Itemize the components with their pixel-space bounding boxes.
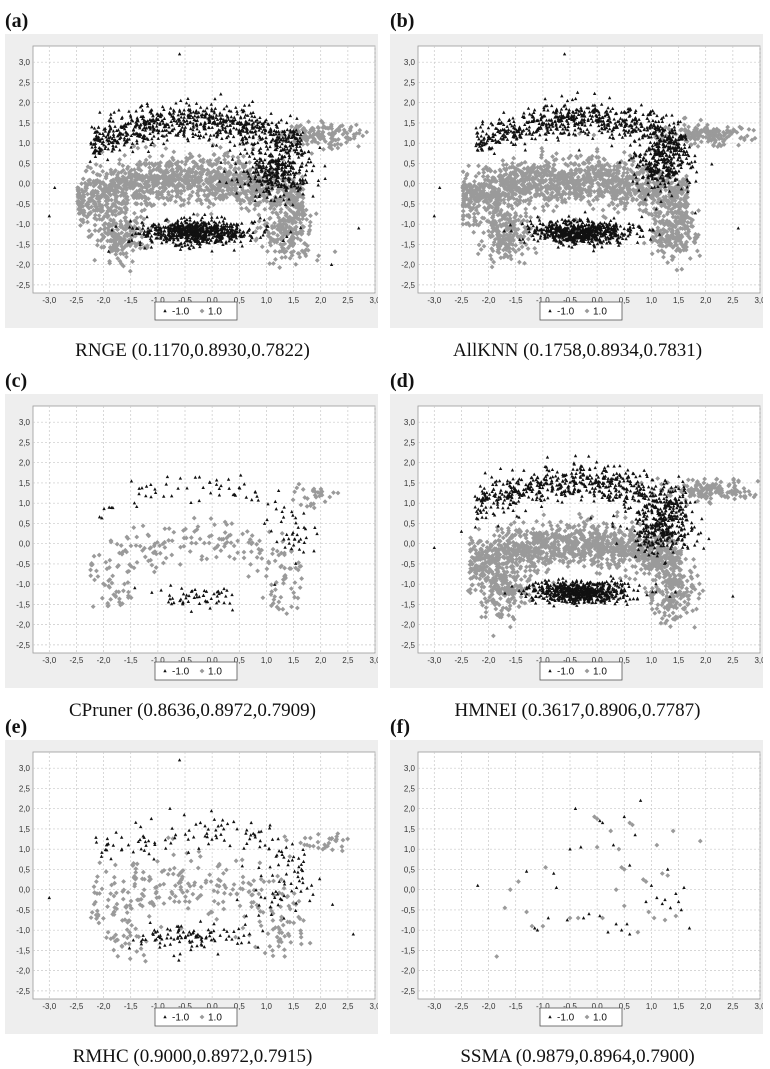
y-tick-label: -2,0 — [16, 261, 30, 270]
x-tick-label: 2,0 — [700, 296, 712, 305]
x-tick-label: -3,0 — [42, 296, 56, 305]
x-tick-label: -3,0 — [427, 296, 441, 305]
y-tick-label: -2,0 — [401, 261, 415, 270]
y-tick-label: 2,5 — [19, 78, 31, 87]
y-tick-label: 1,5 — [19, 119, 31, 128]
y-tick-label: -1,0 — [401, 220, 415, 229]
y-tick-label: 2,0 — [404, 99, 416, 108]
y-tick-label: -0,5 — [401, 200, 415, 209]
x-tick-label: 3,0 — [369, 296, 378, 305]
y-tick-label: 3,0 — [404, 58, 416, 67]
y-tick-label: 0,0 — [404, 180, 416, 189]
y-tick-label: 1,0 — [19, 139, 31, 148]
scatter-plot: -3,0 -2,5 -2,0 -1,5 -1,0 -0,5 0,0 0,5 1,0 1,5 2,0 2… — [390, 34, 763, 328]
panel-caption: RNGE (0.1170,0.8930,0.7822) — [0, 340, 385, 362]
chart-panel: (a) -3,0 -2,5 -2,0 -1,5 -1,0 -0,5 0,0 0,5 1,0 1,5 2… — [0, 8, 385, 363]
legend-label: -1.0 — [172, 307, 190, 318]
x-tick-label: 1,5 — [288, 296, 300, 305]
y-tick-label: -2,5 — [16, 281, 30, 290]
y-tick-label: 0,0 — [19, 180, 31, 189]
y-tick-label: 2,5 — [404, 78, 416, 87]
panel-label: (b) — [390, 10, 414, 33]
x-tick-label: -2,0 — [482, 296, 496, 305]
y-tick-label: 0,5 — [19, 159, 31, 168]
x-tick-label: 2,5 — [342, 296, 354, 305]
y-tick-label: -0,5 — [16, 200, 30, 209]
y-tick-label: 0,5 — [404, 159, 416, 168]
x-tick-label: 1,0 — [646, 296, 658, 305]
x-tick-label: -2,5 — [70, 296, 84, 305]
y-tick-label: -2,5 — [401, 281, 415, 290]
x-tick-label: 2,0 — [315, 296, 327, 305]
x-tick-label: 2,5 — [727, 296, 739, 305]
x-tick-label: 3,0 — [754, 296, 763, 305]
y-tick-label: 1,0 — [404, 139, 416, 148]
y-tick-label: -1,5 — [401, 240, 415, 249]
x-tick-label: -2,5 — [455, 296, 469, 305]
x-tick-label: -2,0 — [97, 296, 111, 305]
y-tick-label: -1,5 — [16, 240, 30, 249]
y-tick-label: -1,0 — [16, 220, 30, 229]
x-tick-label: 1,0 — [261, 296, 273, 305]
x-tick-label: -1,5 — [124, 296, 138, 305]
y-tick-label: 3,0 — [19, 58, 31, 67]
legend-label: 1.0 — [208, 307, 222, 318]
x-tick-label: 1,5 — [673, 296, 685, 305]
chart-panel: (b) -3,0 -2,5 -2,0 -1,5 -1,0 -0,5 0,0 0,5 1,0 1,5 2… — [385, 8, 770, 363]
legend: -1.0 1.0 — [155, 302, 237, 320]
y-tick-label: 1,5 — [404, 119, 416, 128]
scatter-plot: -3,0 -2,5 -2,0 -1,5 -1,0 -0,5 0,0 0,5 1,0 1,5 2,0 2… — [5, 34, 378, 328]
panel-label: (a) — [5, 10, 28, 33]
legend-box — [155, 302, 237, 320]
y-tick-label: 2,0 — [19, 99, 31, 108]
x-tick-label: -1,5 — [509, 296, 523, 305]
